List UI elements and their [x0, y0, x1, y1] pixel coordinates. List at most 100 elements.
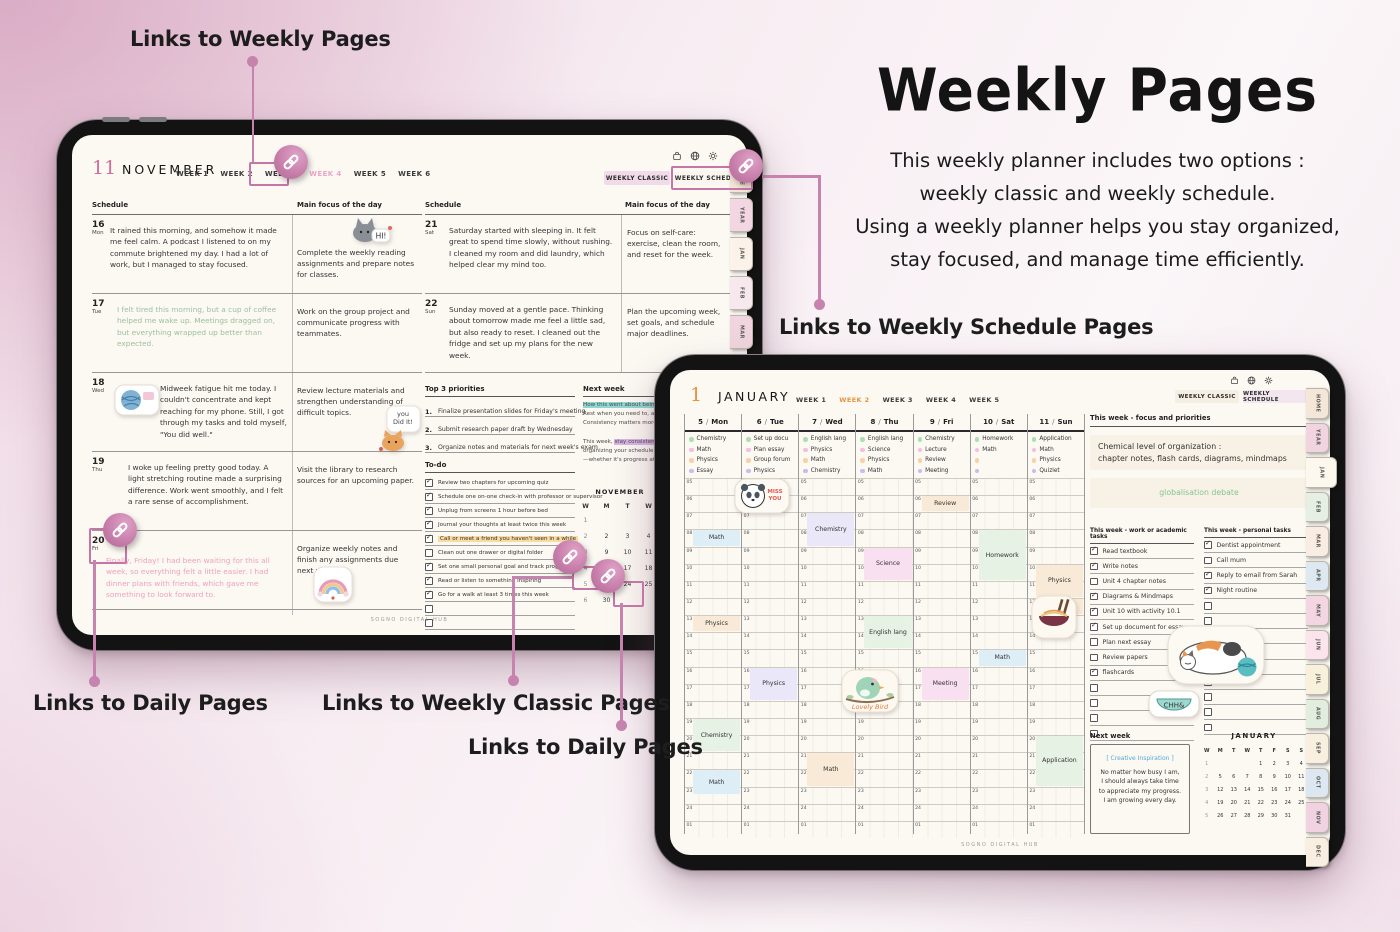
todo-checkbox[interactable] [425, 533, 433, 543]
calendar-cell[interactable]: 11 [644, 549, 653, 556]
weekly-classic-button[interactable]: WEEKLY CLASSIC [1175, 390, 1239, 403]
diary-date[interactable]: 22 Sun [425, 299, 438, 315]
task-checkbox[interactable] [1090, 699, 1098, 707]
calendar-cell[interactable]: 14 [1244, 787, 1251, 793]
day-header[interactable]: 7/Wed [799, 414, 856, 432]
calendar-cell[interactable]: 10 [1284, 774, 1291, 780]
weekly-schedule-button[interactable]: WEEKLY SCHEDULE [674, 171, 746, 185]
calendar-cell[interactable]: 9 [1272, 774, 1276, 780]
task-checkbox[interactable] [1204, 539, 1212, 549]
task-checkbox[interactable] [1204, 723, 1212, 732]
side-tab-apr[interactable]: APR [1306, 560, 1329, 591]
day-header[interactable]: 10/Sat [970, 414, 1027, 432]
diary-date[interactable]: 18 Wed [92, 378, 105, 394]
gear-icon[interactable] [1264, 376, 1273, 385]
todo-checkbox[interactable] [425, 561, 433, 571]
week-tab-week-5[interactable]: WEEK 5 [969, 396, 1000, 404]
calendar-cell[interactable]: 18 [644, 565, 653, 572]
diary-date[interactable]: 20 Fri [92, 536, 105, 552]
side-tab-oct[interactable]: OCT [1306, 767, 1329, 798]
task-checkbox[interactable] [1204, 708, 1212, 716]
schedule-block[interactable]: Science [864, 547, 912, 580]
day-header[interactable]: 9/Fri [913, 414, 970, 432]
calendar-cell[interactable]: 1 [1205, 761, 1209, 767]
task-checkbox[interactable] [1090, 621, 1098, 631]
calendar-cell[interactable]: 10 [623, 549, 632, 556]
side-tab-aug[interactable]: AUG [1306, 698, 1329, 729]
side-tab-jan[interactable]: JAN [730, 237, 753, 271]
task-checkbox[interactable] [1204, 617, 1212, 625]
globe-icon[interactable] [1247, 376, 1256, 385]
calendar-cell[interactable]: 30 [1271, 813, 1278, 819]
calendar-cell[interactable]: 12 [1217, 787, 1224, 793]
schedule-block[interactable]: Chemistry [693, 719, 741, 752]
calendar-cell[interactable]: 4 [1299, 761, 1303, 767]
side-tab-mar[interactable]: MAR [1306, 526, 1329, 557]
weekly-schedule-button[interactable]: WEEKLY SCHEDULE [1243, 390, 1307, 403]
calendar-cell[interactable]: 5 [1205, 813, 1209, 819]
calendar-cell[interactable]: 3 [1286, 761, 1290, 767]
schedule-block[interactable]: Physics [693, 616, 741, 632]
task-checkbox[interactable] [1204, 693, 1212, 701]
calendar-cell[interactable]: 3 [1205, 787, 1209, 793]
week-tab-week-1[interactable]: WEEK 1 [796, 396, 827, 404]
schedule-block[interactable]: Physics [750, 667, 798, 700]
day-header[interactable]: 5/Mon [685, 414, 742, 432]
calendar-cell[interactable]: 16 [1271, 787, 1278, 793]
gear-icon[interactable] [708, 151, 718, 161]
diary-date[interactable]: 17 Tue [92, 299, 105, 315]
task-checkbox[interactable] [1090, 653, 1098, 662]
side-tab-jan[interactable]: JAN [1306, 457, 1337, 488]
task-checkbox[interactable] [1204, 556, 1212, 565]
calendar-cell[interactable]: 2 [1205, 774, 1209, 780]
task-checkbox[interactable] [1090, 684, 1098, 692]
side-tab-year[interactable]: YEAR [730, 198, 753, 232]
schedule-block[interactable]: Meeting [921, 667, 969, 700]
calendar-cell[interactable]: 27 [1230, 813, 1237, 819]
side-tab-mar[interactable]: MAR [730, 315, 753, 349]
schedule-block[interactable]: Chemistry [807, 513, 855, 546]
todo-checkbox[interactable] [425, 589, 433, 599]
todo-checkbox[interactable] [425, 575, 433, 585]
day-header[interactable]: 8/Thu [856, 414, 913, 432]
calendar-cell[interactable]: 21 [1244, 800, 1251, 806]
calendar-cell[interactable]: 23 [1271, 800, 1278, 806]
calendar-cell[interactable]: 24 [1284, 800, 1291, 806]
calendar-cell[interactable]: 22 [1257, 800, 1264, 806]
schedule-block[interactable]: Math [693, 770, 741, 795]
calendar-cell[interactable]: 30 [602, 597, 611, 604]
bag-icon[interactable] [672, 151, 682, 161]
calendar-cell[interactable]: 24 [623, 581, 632, 588]
side-tab-home[interactable]: HOME [1306, 388, 1329, 419]
calendar-cell[interactable]: 13 [1230, 787, 1237, 793]
task-checkbox[interactable] [1090, 638, 1098, 646]
schedule-block[interactable]: Review [921, 496, 969, 512]
calendar-cell[interactable]: 4 [583, 565, 588, 572]
task-checkbox[interactable] [1090, 591, 1098, 601]
calendar-cell[interactable]: 6 [583, 597, 588, 604]
task-checkbox[interactable] [1090, 606, 1098, 616]
week-tab-week-2[interactable]: WEEK 2 [220, 170, 253, 178]
calendar-cell[interactable]: 2 [583, 533, 588, 540]
todo-checkbox[interactable] [425, 618, 433, 627]
bag-icon[interactable] [1230, 376, 1239, 385]
side-tab-nov[interactable]: NOV [1306, 802, 1329, 833]
task-checkbox[interactable] [1204, 602, 1212, 610]
calendar-cell[interactable]: 1 [1259, 761, 1263, 767]
calendar-cell[interactable]: 3 [583, 549, 588, 556]
calendar-cell[interactable]: 20 [1230, 800, 1237, 806]
week-tab-week-3[interactable]: WEEK 3 [264, 170, 298, 178]
schedule-block[interactable]: Physics [1035, 564, 1083, 597]
week-tab-week-3[interactable]: WEEK 3 [882, 396, 913, 404]
calendar-cell[interactable]: 15 [1257, 787, 1264, 793]
todo-checkbox[interactable] [425, 519, 433, 529]
task-checkbox[interactable] [1090, 577, 1098, 586]
diary-date[interactable]: 16 Mon [92, 220, 105, 236]
calendar-cell[interactable]: 29 [1257, 813, 1264, 819]
diary-date[interactable]: 19 Thu [92, 457, 105, 473]
todo-checkbox[interactable] [425, 477, 433, 487]
task-checkbox[interactable] [1204, 570, 1212, 580]
calendar-cell[interactable]: 11 [1298, 774, 1305, 780]
schedule-block[interactable]: English lang [864, 616, 912, 649]
calendar-cell[interactable]: 4 [646, 533, 651, 540]
